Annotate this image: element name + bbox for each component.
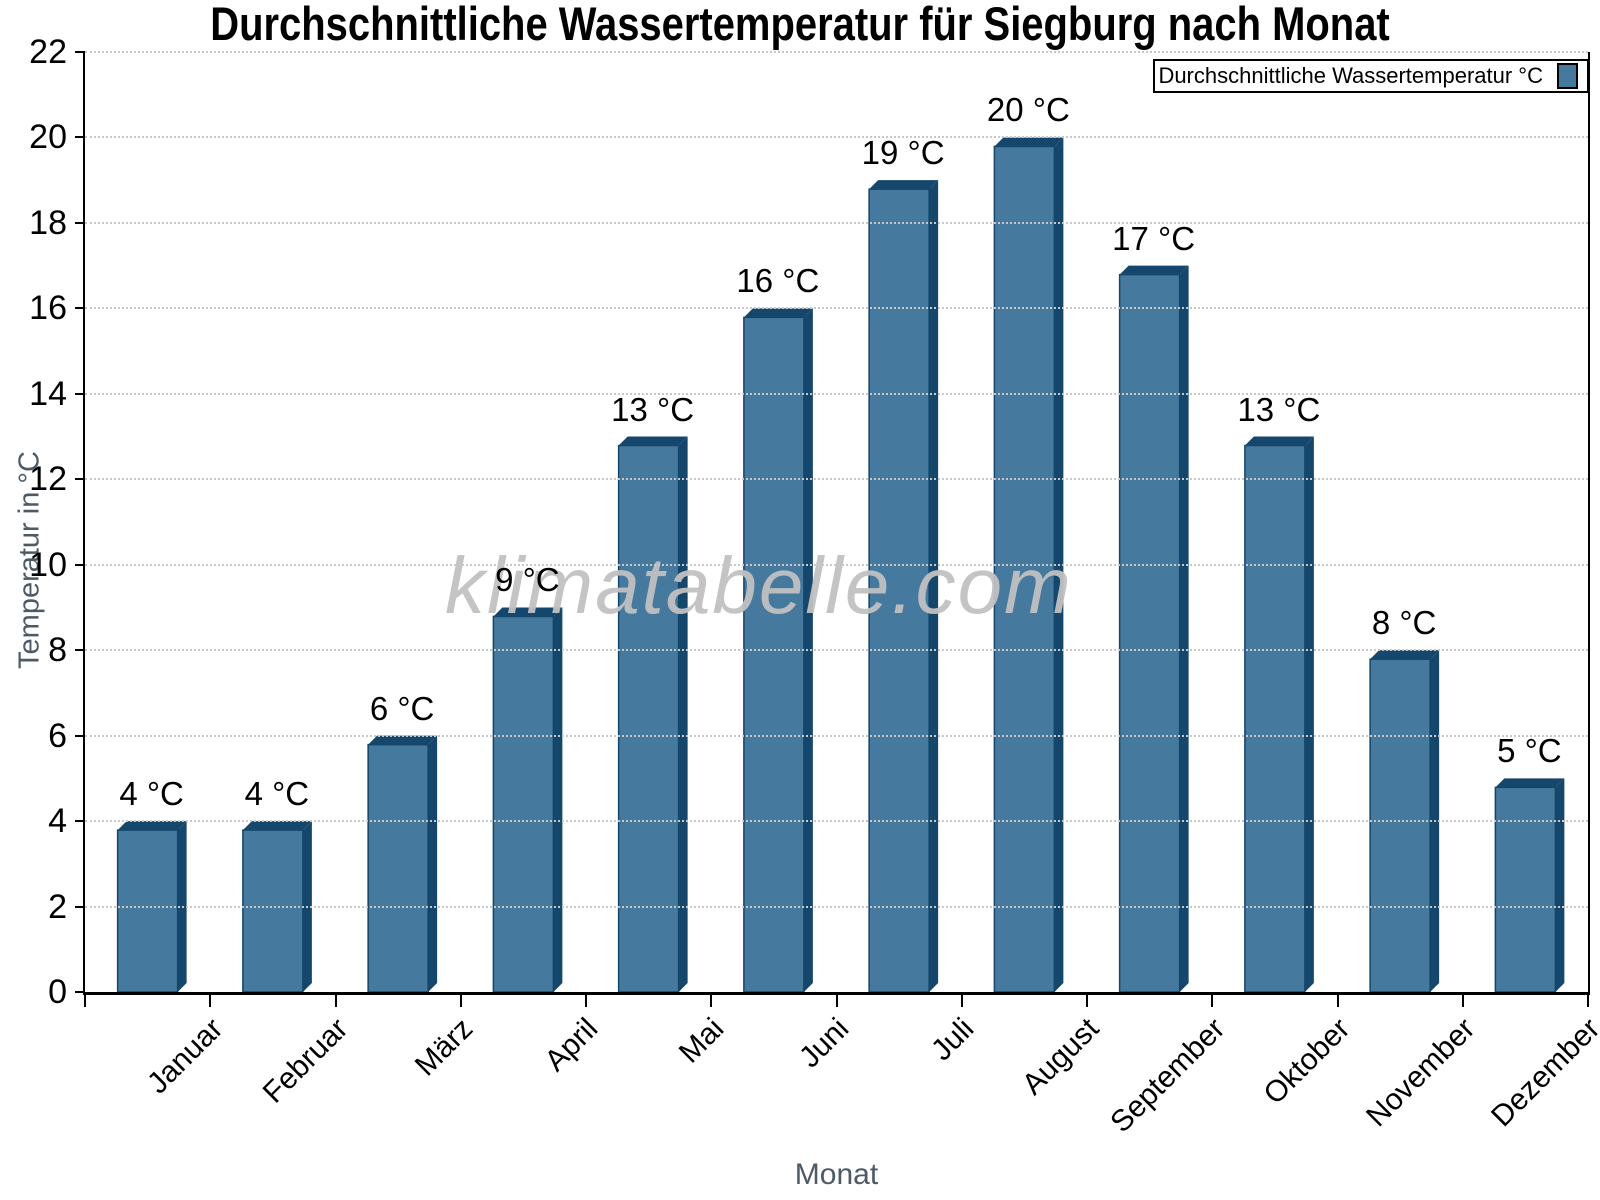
bar-mai (617, 436, 688, 992)
x-tick (1336, 992, 1339, 1007)
x-axis-title: Monat (794, 1158, 879, 1191)
y-tick-label: 8 (48, 631, 67, 670)
legend-label: Durchschnittliche Wassertemperatur °C (1158, 63, 1543, 88)
x-tick (1587, 992, 1589, 1007)
bar-value-label: 13 °C (611, 390, 695, 428)
gridline (85, 136, 1588, 139)
gridline (85, 478, 1588, 481)
y-tick-label: 2 (48, 887, 67, 926)
bar-september (1118, 265, 1189, 992)
plot-right-border (1588, 52, 1590, 995)
gridline (85, 820, 1588, 823)
y-tick-label: 6 (48, 716, 67, 755)
y-tick-label: 18 (29, 203, 67, 242)
x-tick (1461, 992, 1464, 1007)
x-tick (459, 992, 462, 1007)
bar-märz (367, 735, 438, 992)
bar-value-label: 16 °C (736, 262, 820, 300)
gridline (85, 649, 1588, 652)
x-tick (84, 992, 86, 1007)
gridline (85, 221, 1588, 224)
gridline (85, 563, 1588, 566)
watermark: klimatabelle.com (445, 541, 1073, 630)
chart-title: Durchschnittliche Wassertemperatur für S… (210, 0, 1390, 50)
y-tick-label: 14 (29, 374, 67, 413)
y-tick (75, 307, 85, 310)
y-tick (75, 136, 85, 139)
y-tick (75, 734, 85, 737)
x-tick (960, 992, 963, 1007)
x-tick (1211, 992, 1214, 1007)
gridline (85, 392, 1588, 395)
y-tick-label: 22 (29, 33, 67, 71)
y-tick (75, 478, 85, 481)
y-tick-label: 20 (29, 118, 67, 157)
x-tick (209, 992, 212, 1007)
bar-juli (868, 180, 939, 992)
y-tick-label: 10 (29, 545, 67, 584)
plot-area: klimatabelle.com 0 2 4 6 8 10 12 14 16 18 20 22 4 °C… (29, 33, 1600, 1139)
bar-value-label: 20 °C (986, 91, 1070, 129)
gridline (85, 307, 1588, 310)
y-tick-label: 16 (29, 289, 67, 328)
bar-value-label: 5 °C (1497, 732, 1562, 770)
x-tick (334, 992, 337, 1007)
y-tick (75, 820, 85, 823)
y-tick-label: 4 (48, 802, 67, 841)
bar-februar (242, 821, 312, 992)
y-tick (75, 649, 85, 652)
bar-value-label: 19 °C (861, 134, 945, 172)
y-tick (75, 51, 85, 53)
bar-oktober (1244, 436, 1314, 992)
y-axis-line (83, 52, 85, 995)
x-axis-line (83, 992, 1590, 995)
x-tick (710, 992, 713, 1007)
y-tick (75, 392, 85, 395)
y-tick (75, 563, 85, 566)
y-tick (75, 905, 85, 908)
legend-swatch-icon (1557, 63, 1578, 89)
gridline (85, 905, 1588, 908)
bar-value-label: 8 °C (1371, 604, 1437, 642)
gridline (85, 734, 1588, 737)
bar-value-label: 9 °C (495, 561, 560, 599)
x-tick (585, 992, 587, 1007)
gridline (85, 51, 1588, 53)
y-tick (75, 221, 85, 224)
y-tick-label: 12 (29, 460, 67, 499)
x-tick (1086, 992, 1088, 1007)
bar-value-label: 17 °C (1112, 219, 1196, 257)
x-tick (835, 992, 838, 1007)
bar-value-label: 13 °C (1237, 390, 1321, 428)
bar-value-label: 6 °C (369, 689, 435, 727)
bar-april (492, 607, 563, 992)
bar-value-label: 4 °C (119, 775, 184, 813)
y-tick-label: 0 (48, 973, 67, 1011)
y-tick (75, 991, 85, 993)
bars-layer (116, 137, 1565, 992)
bar-dezember (1494, 778, 1565, 992)
bar-value-label: 4 °C (244, 775, 310, 813)
legend: Durchschnittliche Wassertemperatur °C (1153, 59, 1589, 93)
